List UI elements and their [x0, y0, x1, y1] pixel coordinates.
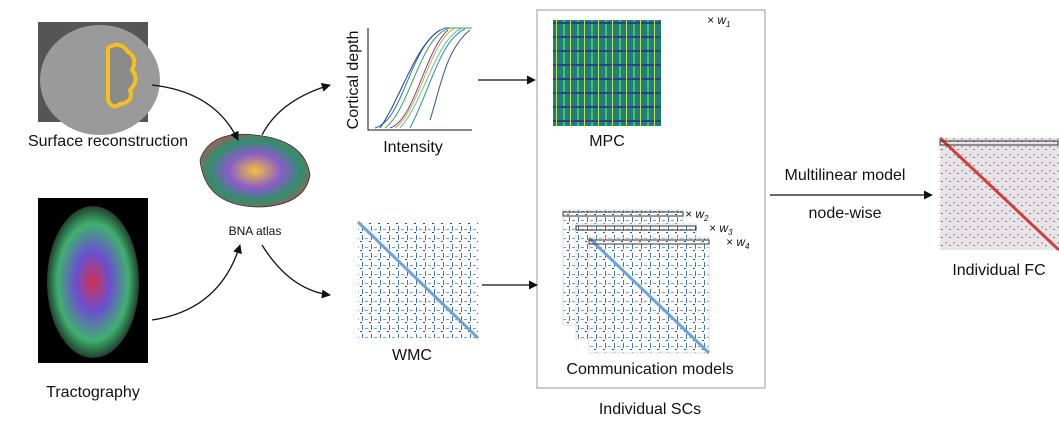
y-axis-label: Cortical depth — [345, 31, 362, 130]
profile-curves — [375, 28, 472, 128]
page: Surface reconstruction Tractography BNA … — [0, 0, 1059, 424]
model-sublabel: node-wise — [809, 205, 882, 222]
weight: × w4 — [726, 235, 750, 251]
arrow — [262, 245, 330, 295]
surface-label: Surface reconstruction — [28, 133, 188, 150]
tract-brain — [47, 206, 139, 358]
mri-contour — [108, 45, 136, 106]
arrow — [152, 85, 238, 140]
mri-head — [40, 25, 160, 135]
fc-label: Individual FC — [952, 262, 1045, 279]
weight: × w2 — [685, 207, 709, 223]
mpc-matrix — [553, 20, 661, 126]
x-axis-label: Intensity — [383, 139, 443, 156]
mpc-label: MPC — [589, 133, 625, 150]
arrow — [152, 245, 240, 320]
model-label: Multilinear model — [785, 167, 906, 184]
diagram: Surface reconstruction Tractography BNA … — [0, 0, 1059, 419]
plot-axes — [368, 28, 472, 130]
weight: × w1 — [707, 13, 730, 29]
atlas-brain — [200, 134, 310, 207]
wmc-label: WMC — [392, 347, 432, 364]
comm-label: Communication models — [566, 361, 733, 378]
arrow — [262, 85, 330, 135]
tract-label: Tractography — [46, 384, 140, 401]
atlas-label: BNA atlas — [229, 224, 282, 238]
group-label: Individual SCs — [599, 401, 701, 418]
